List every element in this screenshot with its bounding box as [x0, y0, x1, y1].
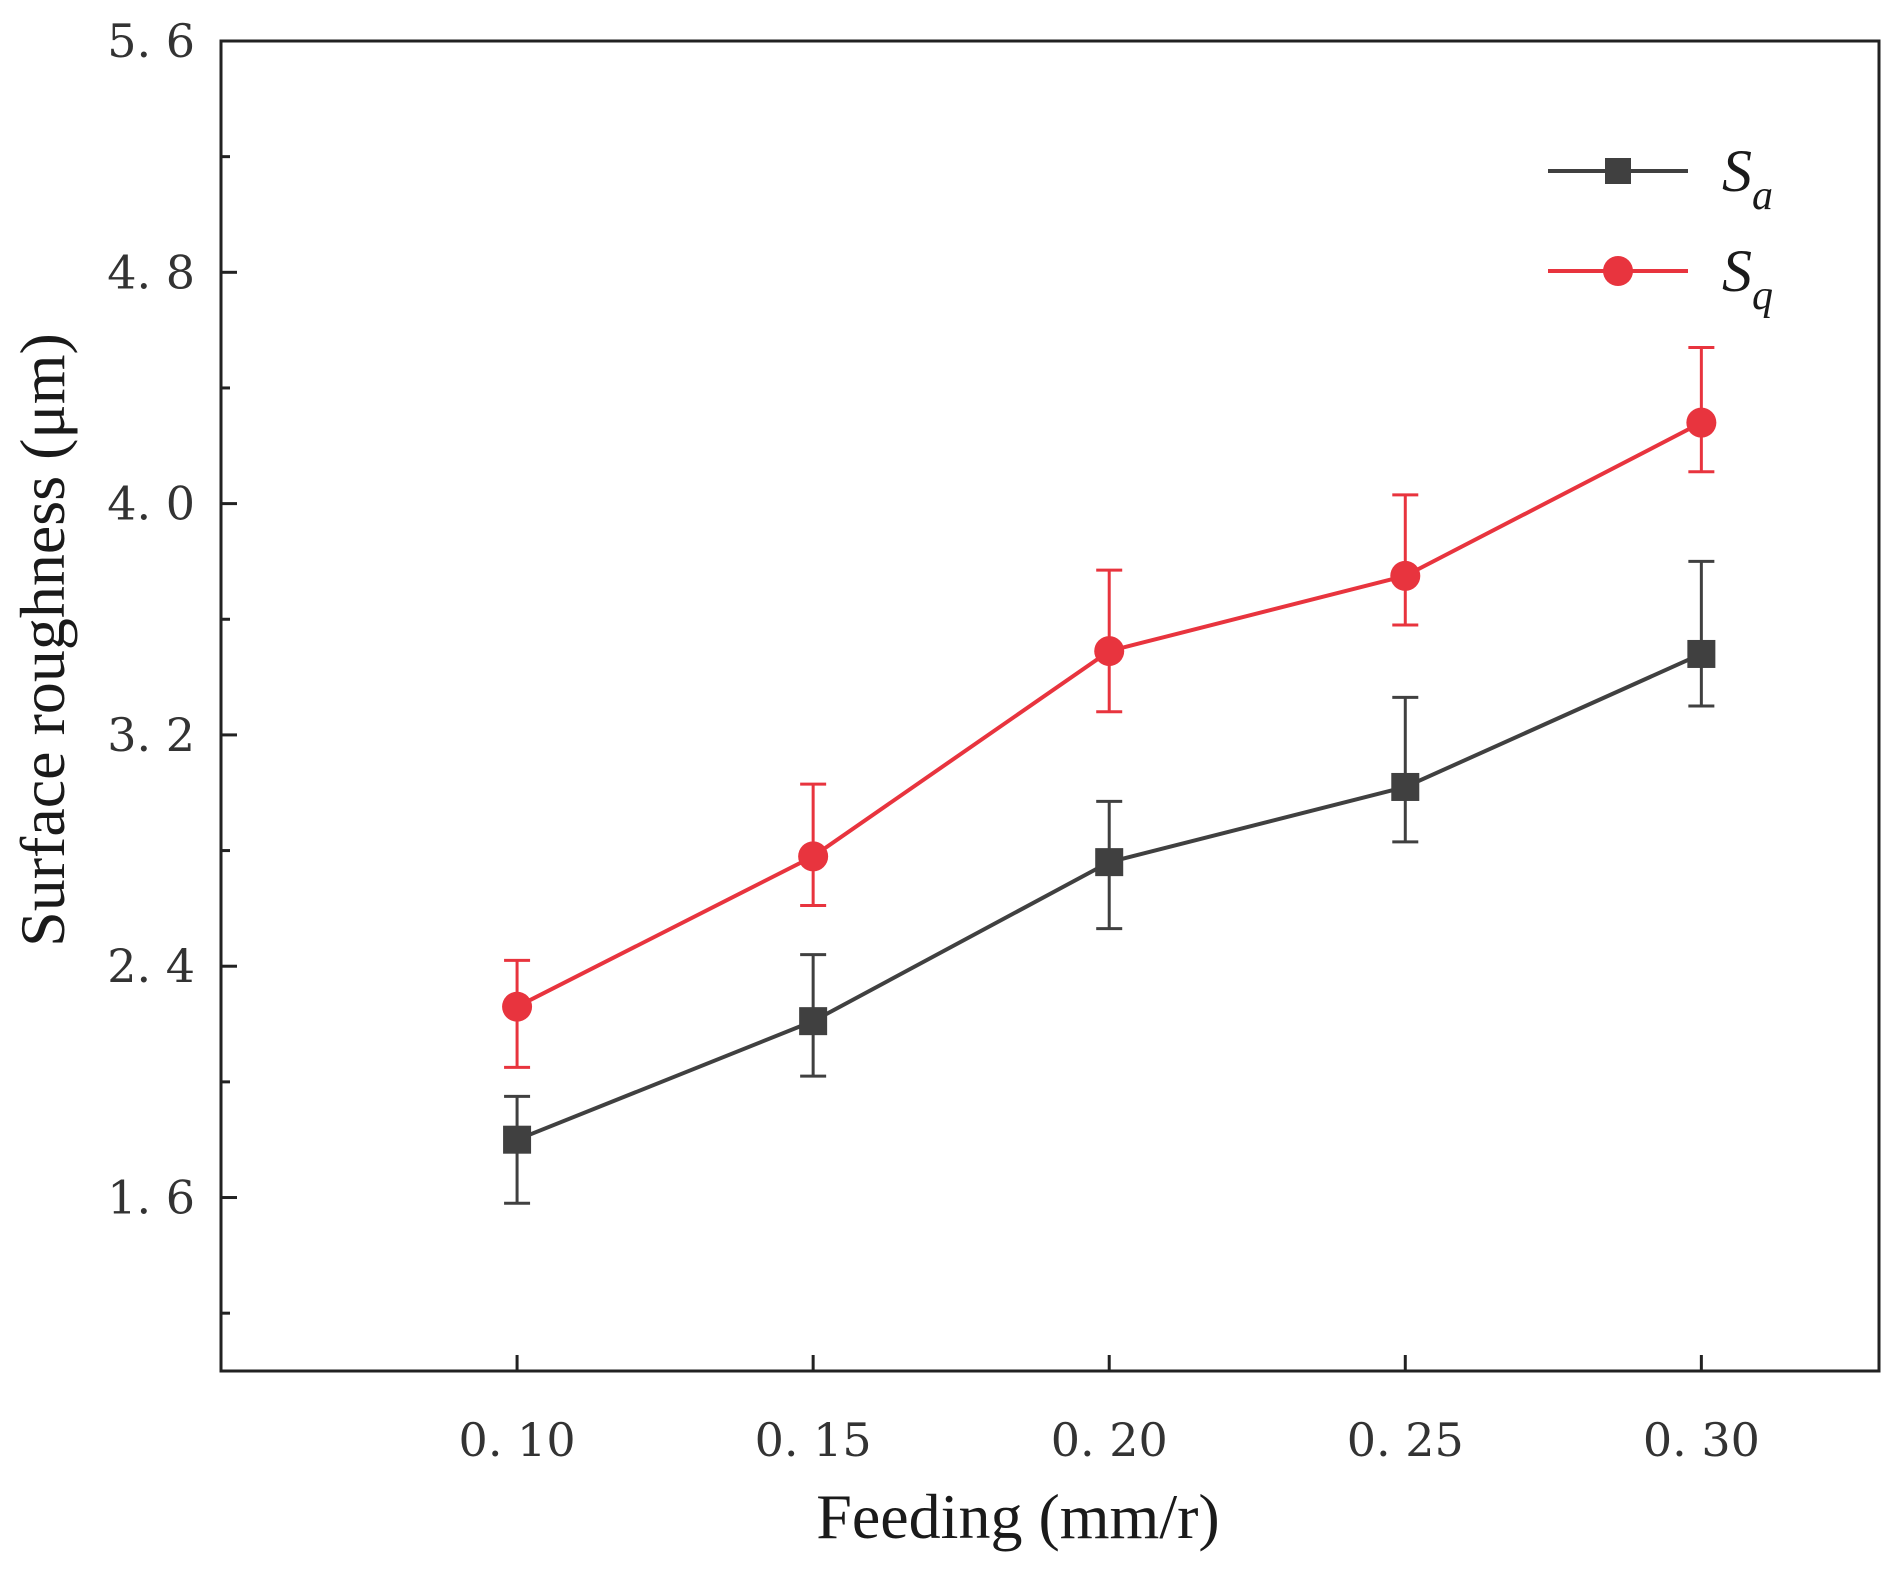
data-point-sa — [503, 1125, 532, 1154]
legend-label-sq-main: S — [1722, 238, 1752, 304]
plot-frame — [219, 39, 1881, 1373]
data-point-sq — [1094, 636, 1125, 667]
data-point-sa — [799, 1007, 828, 1036]
y-tick-label: 4. 8 — [107, 245, 195, 299]
y-tick-label: 4. 0 — [107, 477, 195, 531]
data-point-sa — [1095, 848, 1124, 877]
axis-ticks: 1. 6 2. 4 3. 2 4. 0 4. 8 5. 6 0. 10 0. 15 0. 20 0… — [107, 14, 1760, 1467]
data-point-sq — [502, 991, 533, 1022]
series-sa — [503, 559, 1716, 1205]
x-tick-label: 0. 25 — [1347, 1413, 1464, 1467]
y-tick-label: 5. 6 — [107, 14, 195, 68]
x-tick-label: 0. 10 — [459, 1413, 576, 1467]
y-axis-title: Surface roughness (μm) — [7, 333, 78, 947]
x-tick-label: 0. 15 — [755, 1413, 872, 1467]
series-layer — [502, 345, 1717, 1205]
legend-label-sa: Sa — [1722, 138, 1773, 219]
x-tick-label: 0. 20 — [1051, 1413, 1168, 1467]
x-tick-label: 0. 30 — [1643, 1413, 1760, 1467]
data-point-sq — [798, 841, 829, 872]
y-tick-label: 1. 6 — [107, 1171, 195, 1225]
y-tick-label: 3. 2 — [107, 708, 195, 762]
data-point-sq — [1390, 560, 1421, 591]
series-sq — [502, 345, 1717, 1069]
legend-label-sq-sub: q — [1752, 273, 1773, 319]
x-axis-title: Feeding (mm/r) — [816, 1481, 1219, 1552]
legend-marker-sq — [1603, 256, 1633, 286]
legend: Sa Sq — [1548, 138, 1773, 319]
legend-marker-sa — [1605, 158, 1631, 184]
data-point-sq — [1686, 407, 1717, 438]
legend-label-sa-sub: a — [1752, 173, 1773, 219]
data-point-sa — [1391, 772, 1420, 801]
legend-label-sa-main: S — [1722, 138, 1752, 204]
legend-label-sq: Sq — [1722, 238, 1773, 319]
data-point-sa — [1687, 639, 1716, 668]
y-tick-label: 2. 4 — [107, 939, 195, 993]
